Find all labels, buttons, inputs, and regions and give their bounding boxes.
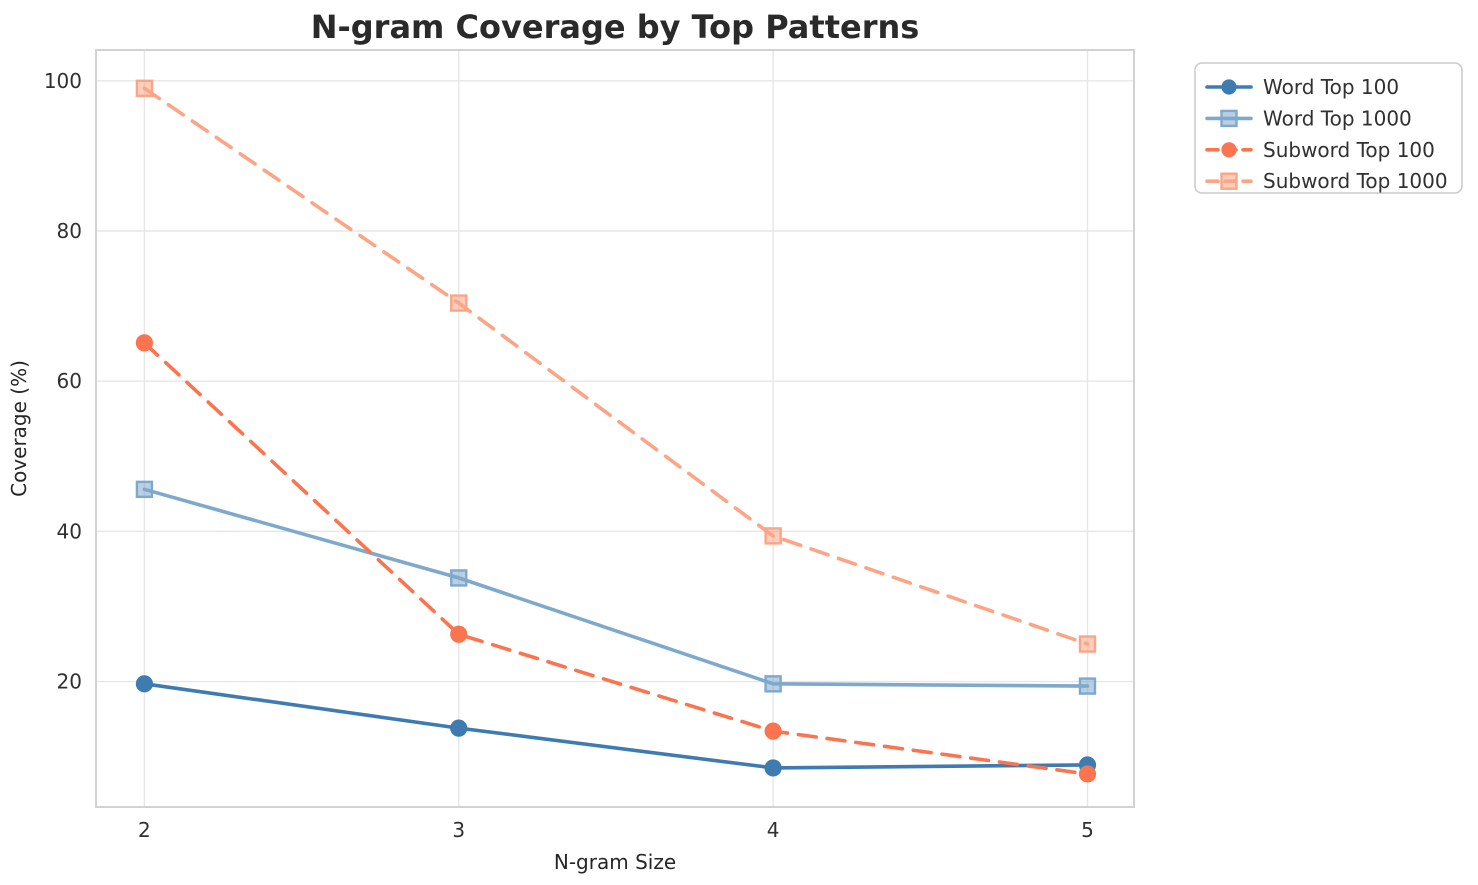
- y-tick-label: 60: [57, 369, 82, 393]
- y-tick-label: 100: [44, 69, 82, 93]
- x-tick-label: 3: [452, 818, 465, 842]
- x-tick-label: 5: [1081, 818, 1094, 842]
- data-point-circle: [450, 719, 468, 737]
- series-line-0: [142, 682, 1090, 770]
- data-point-circle: [135, 675, 154, 693]
- data-point-square: [135, 79, 154, 98]
- legend-label: Word Top 1000: [1263, 106, 1412, 130]
- data-point-circle: [764, 722, 782, 740]
- data-point-square: [1078, 677, 1097, 695]
- data-point-square: [450, 569, 468, 587]
- y-axis-label: Coverage (%): [7, 360, 31, 497]
- y-tick-label: 20: [57, 670, 82, 694]
- x-axis-label: N-gram Size: [554, 850, 676, 874]
- legend-label: Subword Top 1000: [1263, 169, 1448, 193]
- legend-label: Subword Top 100: [1263, 138, 1435, 162]
- legend-marker-circle: [1221, 79, 1237, 95]
- data-point-circle: [135, 334, 154, 352]
- x-tick-label: 2: [138, 818, 151, 842]
- axes-spines: [95, 49, 1135, 808]
- y-tick-label: 80: [57, 219, 82, 243]
- x-tick-label: 4: [767, 818, 780, 842]
- legend-box: [1194, 62, 1463, 194]
- data-point-square: [450, 294, 468, 312]
- y-tick-label: 40: [57, 519, 82, 543]
- data-point-square: [1078, 635, 1097, 653]
- series-line-2: [142, 341, 1090, 776]
- data-point-circle: [764, 759, 782, 777]
- series-line-1: [142, 487, 1090, 688]
- legend-marker-square: [1220, 109, 1238, 128]
- legend-label: Word Top 100: [1263, 75, 1399, 99]
- legend-marker-circle: [1221, 142, 1237, 158]
- data-point-circle: [450, 625, 468, 643]
- series-line-3: [142, 86, 1090, 646]
- data-point-circle: [1078, 765, 1097, 783]
- chart-title: N-gram Coverage by Top Patterns: [311, 8, 920, 46]
- data-point-square: [764, 527, 782, 545]
- data-point-square: [135, 480, 154, 499]
- legend-marker-square: [1220, 172, 1238, 190]
- data-point-square: [764, 675, 782, 693]
